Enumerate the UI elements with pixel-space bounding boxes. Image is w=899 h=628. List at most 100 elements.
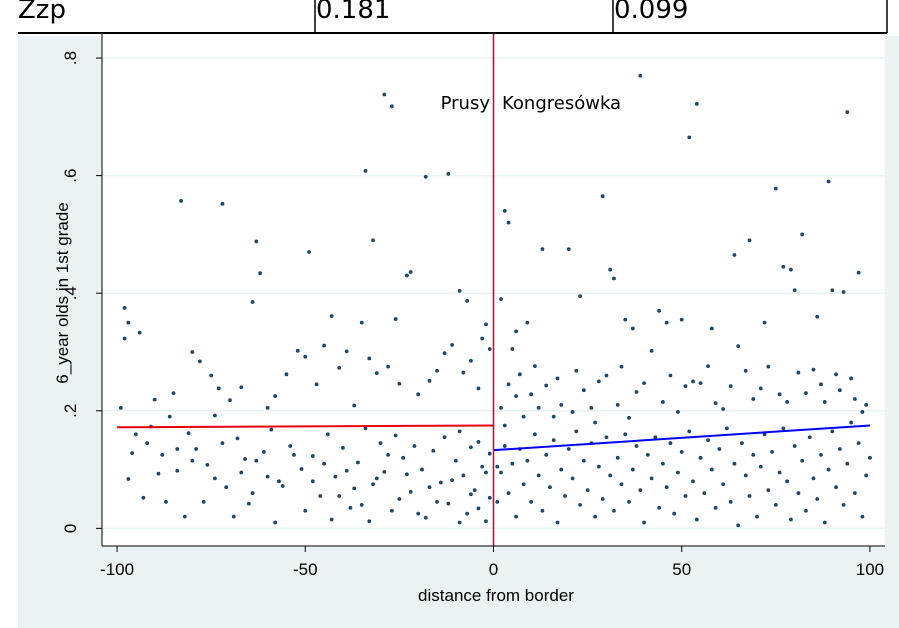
data-point bbox=[356, 460, 360, 465]
data-point bbox=[190, 350, 195, 354]
data-point bbox=[683, 384, 688, 388]
data-point bbox=[152, 397, 157, 402]
data-point bbox=[724, 426, 729, 431]
data-point bbox=[551, 414, 556, 419]
data-point bbox=[581, 458, 586, 463]
data-point bbox=[815, 314, 820, 319]
data-point bbox=[845, 110, 850, 115]
data-point bbox=[585, 488, 590, 493]
data-point bbox=[691, 479, 695, 484]
data-point bbox=[615, 455, 620, 460]
data-point bbox=[788, 517, 793, 522]
data-point bbox=[608, 267, 613, 272]
data-point bbox=[732, 461, 737, 466]
data-point bbox=[804, 508, 808, 513]
data-point bbox=[171, 391, 176, 396]
data-point bbox=[145, 441, 150, 446]
data-point bbox=[698, 381, 703, 386]
data-point bbox=[600, 194, 605, 199]
data-point bbox=[254, 239, 259, 244]
data-point bbox=[800, 232, 805, 237]
data-point bbox=[555, 376, 560, 381]
data-point bbox=[664, 485, 669, 490]
data-point bbox=[442, 435, 447, 440]
data-point bbox=[743, 473, 748, 478]
data-point bbox=[868, 455, 872, 460]
data-point bbox=[856, 270, 861, 275]
data-point bbox=[246, 501, 251, 506]
data-point bbox=[687, 429, 692, 434]
data-point bbox=[397, 497, 402, 501]
data-point bbox=[514, 329, 518, 334]
data-point bbox=[292, 452, 296, 457]
data-point bbox=[322, 461, 327, 466]
data-point bbox=[525, 320, 530, 325]
annotation-right: Kongresówka bbox=[502, 93, 621, 114]
data-point bbox=[122, 336, 127, 341]
data-point bbox=[758, 386, 763, 391]
data-point bbox=[160, 452, 165, 457]
data-point bbox=[318, 494, 323, 498]
data-point bbox=[796, 370, 801, 375]
data-point bbox=[164, 500, 168, 504]
data-point bbox=[122, 305, 127, 310]
data-point bbox=[555, 520, 560, 525]
data-point bbox=[672, 511, 677, 516]
data-point bbox=[472, 488, 477, 493]
data-point bbox=[442, 351, 447, 356]
data-point bbox=[510, 461, 515, 466]
data-point bbox=[314, 382, 319, 387]
data-point bbox=[469, 445, 473, 450]
data-point bbox=[175, 447, 180, 451]
data-point bbox=[619, 364, 624, 369]
data-point bbox=[743, 368, 748, 373]
data-point bbox=[175, 468, 180, 473]
data-point bbox=[239, 385, 244, 390]
data-point bbox=[792, 288, 797, 293]
data-point bbox=[378, 441, 383, 446]
x-axis-ticks: -100 -50 0 50 100 bbox=[100, 546, 884, 579]
data-point bbox=[540, 247, 545, 252]
data-point bbox=[664, 320, 669, 325]
data-point bbox=[495, 464, 500, 469]
data-point bbox=[826, 467, 831, 472]
data-point bbox=[514, 514, 518, 519]
data-point bbox=[864, 403, 869, 407]
data-point bbox=[849, 376, 854, 381]
annotation-left: Prusy bbox=[441, 93, 491, 114]
data-point bbox=[657, 308, 662, 313]
data-point bbox=[717, 447, 722, 451]
data-point bbox=[457, 429, 462, 434]
data-point bbox=[604, 435, 609, 440]
data-point bbox=[822, 520, 827, 525]
data-point bbox=[536, 405, 541, 410]
data-point bbox=[597, 464, 601, 469]
data-point bbox=[303, 508, 308, 513]
data-point bbox=[480, 336, 485, 341]
data-point bbox=[533, 364, 537, 368]
data-point bbox=[570, 476, 575, 481]
data-point bbox=[649, 476, 654, 481]
data-point bbox=[604, 373, 609, 378]
data-point bbox=[397, 381, 402, 386]
data-point bbox=[676, 470, 680, 475]
data-point bbox=[209, 373, 214, 378]
data-point bbox=[751, 397, 756, 401]
data-point bbox=[630, 326, 635, 331]
data-point bbox=[386, 364, 390, 369]
data-point bbox=[427, 485, 432, 490]
data-point bbox=[186, 431, 191, 436]
data-point bbox=[623, 317, 628, 322]
data-point bbox=[469, 358, 473, 363]
data-point bbox=[435, 500, 439, 504]
y-tick-label: .6 bbox=[61, 169, 80, 183]
data-point bbox=[420, 467, 424, 472]
data-point bbox=[469, 492, 473, 497]
data-point bbox=[653, 435, 658, 440]
data-point bbox=[499, 297, 503, 301]
data-point bbox=[762, 320, 767, 325]
data-point bbox=[740, 441, 744, 446]
data-point bbox=[265, 474, 270, 479]
data-point bbox=[544, 452, 549, 457]
data-point bbox=[634, 390, 639, 394]
